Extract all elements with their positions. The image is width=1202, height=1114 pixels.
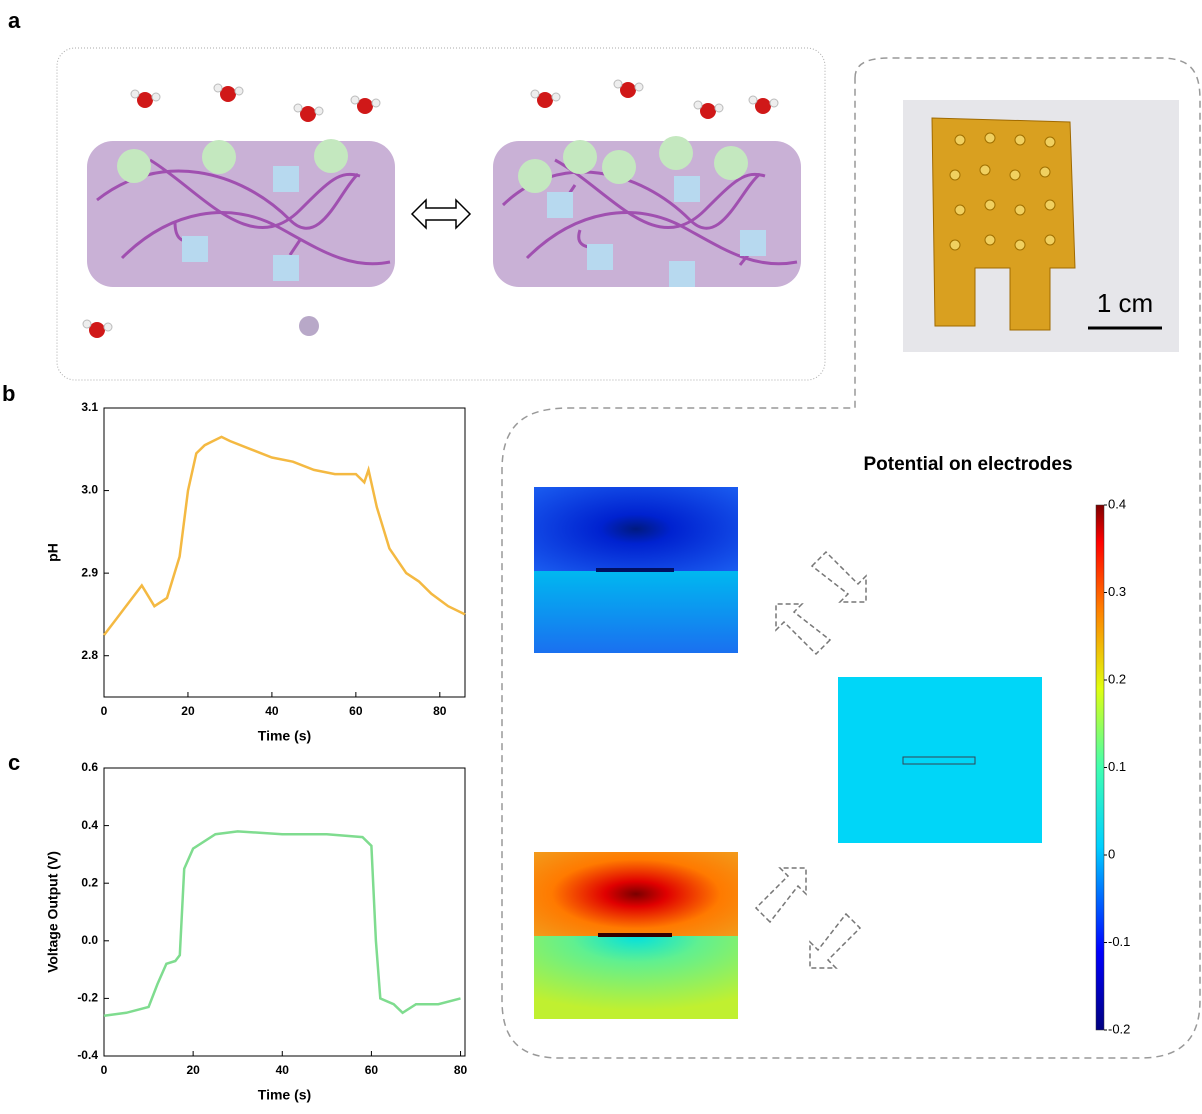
x-tick-label: 0 xyxy=(101,704,108,718)
colorbar xyxy=(1096,505,1104,1030)
y-axis-title: pH xyxy=(45,543,61,562)
x-tick-label: 60 xyxy=(365,1063,379,1077)
scale-bar-label: 1 cm xyxy=(1097,288,1153,318)
colorbar-tick-label: -0.1 xyxy=(1108,934,1130,949)
y-tick-label: 0.6 xyxy=(81,760,98,774)
y-tick-label: 3.1 xyxy=(81,400,98,414)
x-tick-label: 60 xyxy=(349,704,363,718)
colorbar-tick-label: 0 xyxy=(1108,846,1115,861)
device-photo: 1 cm xyxy=(903,100,1179,352)
y-tick-label: -0.2 xyxy=(77,991,98,1005)
plot-frame xyxy=(104,768,465,1056)
colorbar-title: Potential on electrodes xyxy=(863,454,1072,475)
x-tick-label: 40 xyxy=(276,1063,290,1077)
colorbar-tick-label: 0.1 xyxy=(1108,759,1126,774)
figure: a b c 1 cm xyxy=(0,0,1202,1109)
colorbar-tick-label: 0.3 xyxy=(1108,584,1126,599)
x-tick-label: 80 xyxy=(433,704,447,718)
y-tick-label: 2.8 xyxy=(81,648,98,662)
panel-label: c xyxy=(8,750,20,775)
colorbar-tick-label: 0.4 xyxy=(1108,496,1126,511)
schematic xyxy=(83,80,801,338)
panel-label: b xyxy=(2,381,15,406)
x-axis-title: Time (s) xyxy=(258,728,311,744)
data-line xyxy=(104,831,461,1015)
y-tick-label: 0.2 xyxy=(81,875,98,889)
colorbar-tick-label: -0.2 xyxy=(1108,1021,1130,1036)
y-tick-label: -0.4 xyxy=(77,1048,98,1062)
y-axis-title: Voltage Output (V) xyxy=(45,851,61,973)
plot-frame xyxy=(104,408,465,697)
y-tick-label: 0.0 xyxy=(81,933,98,947)
x-tick-label: 20 xyxy=(181,704,195,718)
x-axis-title: Time (s) xyxy=(258,1087,311,1103)
y-tick-label: 3.0 xyxy=(81,483,98,497)
x-tick-label: 40 xyxy=(265,704,279,718)
y-tick-label: 0.4 xyxy=(81,818,98,832)
x-tick-label: 0 xyxy=(101,1063,108,1077)
colorbar-tick-label: 0.2 xyxy=(1108,671,1126,686)
x-tick-label: 20 xyxy=(186,1063,200,1077)
simulation-maps xyxy=(534,487,1042,1019)
panel-label: a xyxy=(8,8,21,33)
data-line xyxy=(104,437,465,635)
x-tick-label: 80 xyxy=(454,1063,468,1077)
y-tick-label: 2.9 xyxy=(81,565,98,579)
